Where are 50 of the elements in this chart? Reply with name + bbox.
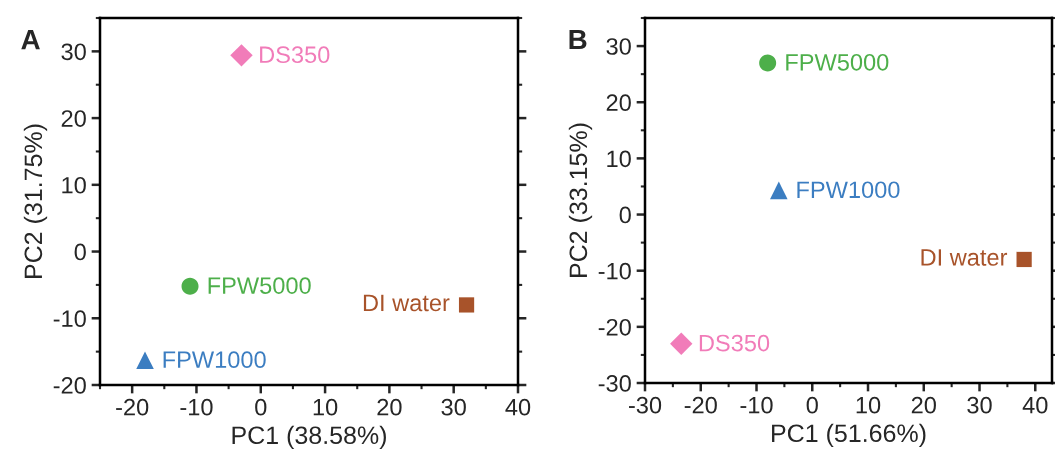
y-tick-label: 20 (606, 94, 631, 112)
series-label: DI water (921, 249, 1008, 266)
series-label: DI water (363, 294, 450, 312)
y-tick-label: 30 (61, 43, 86, 61)
chart-title: B (569, 29, 587, 50)
x-tick-label: -30 (628, 396, 662, 414)
y-tick-label: 20 (61, 110, 86, 127)
y-tick-label: -10 (598, 262, 631, 280)
x-tick-label: -20 (684, 396, 717, 414)
x-tick-label: 20 (377, 398, 402, 416)
point (759, 54, 777, 72)
x-tick-label: -20 (116, 398, 149, 416)
x-tick-label: 0 (255, 398, 267, 416)
point (770, 181, 788, 200)
y-tick-label: -20 (53, 377, 86, 394)
series-label: FPW1000 (797, 181, 900, 199)
x-tick-label: 20 (911, 396, 936, 414)
series-label: FPW5000 (786, 53, 889, 71)
y-tick-label: 0 (619, 206, 631, 224)
point (458, 297, 475, 313)
x-tick-label: 40 (1022, 396, 1048, 414)
x-axis-title: PC1 (51.66%) (772, 423, 926, 448)
point (136, 351, 154, 370)
x-tick-label: 10 (856, 396, 881, 414)
y-tick-label: 10 (607, 150, 631, 168)
y-tick-label: -20 (598, 318, 631, 336)
x-tick-label: -10 (180, 398, 213, 416)
y-tick-label: -10 (53, 310, 86, 328)
y-axis-title: PC2 (31.75%) (23, 124, 48, 278)
x-tick-label: 40 (505, 398, 531, 416)
x-tick-label: 10 (313, 398, 338, 416)
x-tick-label: 30 (967, 396, 992, 414)
y-tick-label: 10 (62, 176, 86, 194)
chart-title: A (21, 30, 40, 50)
point (181, 277, 199, 295)
x-tick-label: 30 (441, 398, 466, 416)
x-tick-label: 0 (806, 396, 818, 414)
series-label: FPW5000 (208, 277, 311, 294)
point (230, 44, 253, 67)
series-label: FPW1000 (163, 351, 266, 369)
y-tick-label: 30 (606, 38, 631, 55)
x-tick-label: -10 (740, 396, 773, 414)
point (1016, 251, 1032, 268)
y-tick-label: -30 (598, 375, 631, 392)
series-label: DS350 (260, 46, 330, 64)
x-axis-title: PC1 (38.58%) (232, 425, 386, 450)
y-axis-title: PC2 (33.15%) (568, 123, 593, 277)
series-label: DS350 (699, 334, 770, 352)
point (670, 332, 693, 355)
y-tick-label: 0 (74, 243, 86, 261)
